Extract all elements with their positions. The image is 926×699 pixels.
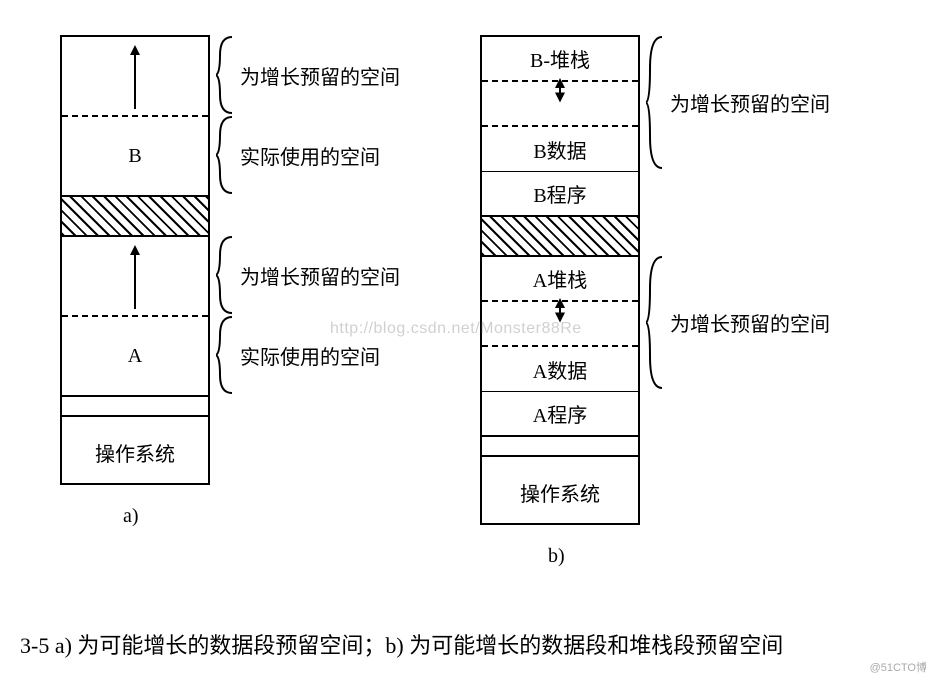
figure-caption: 3-5 a) 为可能增长的数据段预留空间；b) 为可能增长的数据段和堆栈段预留空… bbox=[20, 628, 783, 660]
segment-label: B数据 bbox=[533, 135, 586, 164]
memory-column-a: B A 操作系统 bbox=[60, 35, 210, 485]
memory-segment: A bbox=[62, 317, 208, 397]
memory-segment: B数据 bbox=[482, 127, 638, 172]
watermark-text: http://blog.csdn.net/Monster88Re bbox=[330, 320, 582, 338]
memory-segment bbox=[62, 197, 208, 237]
growth-arrow-down-icon bbox=[553, 84, 567, 109]
brace-annotation: 为增长预留的空间 bbox=[216, 235, 400, 315]
brace-annotation: 为增长预留的空间 bbox=[646, 255, 830, 390]
memory-segment bbox=[482, 437, 638, 457]
memory-segment: 操作系统 bbox=[62, 417, 208, 487]
corner-attribution: @51CTO博客 bbox=[870, 659, 926, 675]
memory-segment: B-堆栈 bbox=[482, 37, 638, 82]
memory-segment: A堆栈 bbox=[482, 257, 638, 302]
brace-label: 实际使用的空间 bbox=[240, 141, 380, 170]
segment-label: B程序 bbox=[533, 179, 586, 208]
segment-label: A数据 bbox=[533, 355, 587, 384]
memory-segment: A程序 bbox=[482, 392, 638, 437]
segment-label: A bbox=[128, 345, 142, 368]
brace-label: 为增长预留的空间 bbox=[670, 308, 830, 337]
column-a-label: a) bbox=[123, 505, 139, 528]
diagram-canvas: B A 操作系统 为增长预留的空间 实际使用的空间 为增长预留的空间 实际使用的空… bbox=[20, 20, 926, 679]
brace-label: 为增长预留的空间 bbox=[240, 261, 400, 290]
brace-annotation: 实际使用的空间 bbox=[216, 115, 380, 195]
segment-label: B-堆栈 bbox=[530, 44, 590, 73]
segment-label: B bbox=[128, 145, 141, 168]
memory-segment: B程序 bbox=[482, 172, 638, 217]
memory-segment bbox=[482, 217, 638, 257]
brace-label: 为增长预留的空间 bbox=[670, 88, 830, 117]
segment-label: A堆栈 bbox=[533, 264, 587, 293]
memory-segment bbox=[62, 37, 208, 117]
brace-label: 实际使用的空间 bbox=[240, 341, 380, 370]
memory-segment bbox=[62, 237, 208, 317]
memory-segment: 操作系统 bbox=[482, 457, 638, 527]
column-b-label: b) bbox=[548, 545, 565, 568]
brace-annotation: 为增长预留的空间 bbox=[216, 35, 400, 115]
segment-label: 操作系统 bbox=[520, 478, 600, 507]
growth-arrow-up-icon bbox=[128, 45, 142, 115]
brace-annotation: 为增长预留的空间 bbox=[646, 35, 830, 170]
segment-label: A程序 bbox=[533, 399, 587, 428]
memory-segment: B bbox=[62, 117, 208, 197]
brace-label: 为增长预留的空间 bbox=[240, 61, 400, 90]
memory-segment bbox=[62, 397, 208, 417]
growth-arrow-up-icon bbox=[128, 245, 142, 315]
memory-segment: A数据 bbox=[482, 347, 638, 392]
memory-segment bbox=[482, 82, 638, 127]
memory-column-b: B-堆栈 B数据 B程序 A堆栈 A数据 A程序操作系统 bbox=[480, 35, 640, 525]
segment-label: 操作系统 bbox=[95, 438, 175, 467]
